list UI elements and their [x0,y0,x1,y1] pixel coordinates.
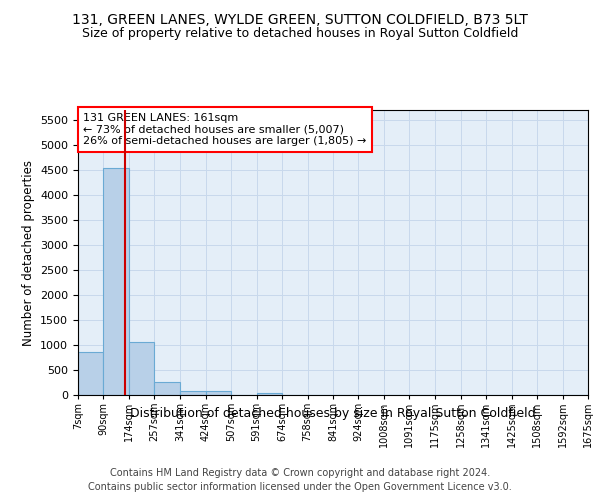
Bar [103,168,129,395]
Bar [180,391,205,395]
Text: Size of property relative to detached houses in Royal Sutton Coldfield: Size of property relative to detached ho… [82,28,518,40]
Y-axis label: Number of detached properties: Number of detached properties [22,160,35,346]
Bar [78,352,103,395]
Text: Distribution of detached houses by size in Royal Sutton Coldfield: Distribution of detached houses by size … [130,408,536,420]
Text: Contains public sector information licensed under the Open Government Licence v3: Contains public sector information licen… [88,482,512,492]
Text: 131, GREEN LANES, WYLDE GREEN, SUTTON COLDFIELD, B73 5LT: 131, GREEN LANES, WYLDE GREEN, SUTTON CO… [72,12,528,26]
Bar [257,392,282,395]
Bar [154,382,180,395]
Bar [129,342,154,395]
Text: Contains HM Land Registry data © Crown copyright and database right 2024.: Contains HM Land Registry data © Crown c… [110,468,490,477]
Text: 131 GREEN LANES: 161sqm
← 73% of detached houses are smaller (5,007)
26% of semi: 131 GREEN LANES: 161sqm ← 73% of detache… [83,113,367,146]
Bar [205,391,231,395]
